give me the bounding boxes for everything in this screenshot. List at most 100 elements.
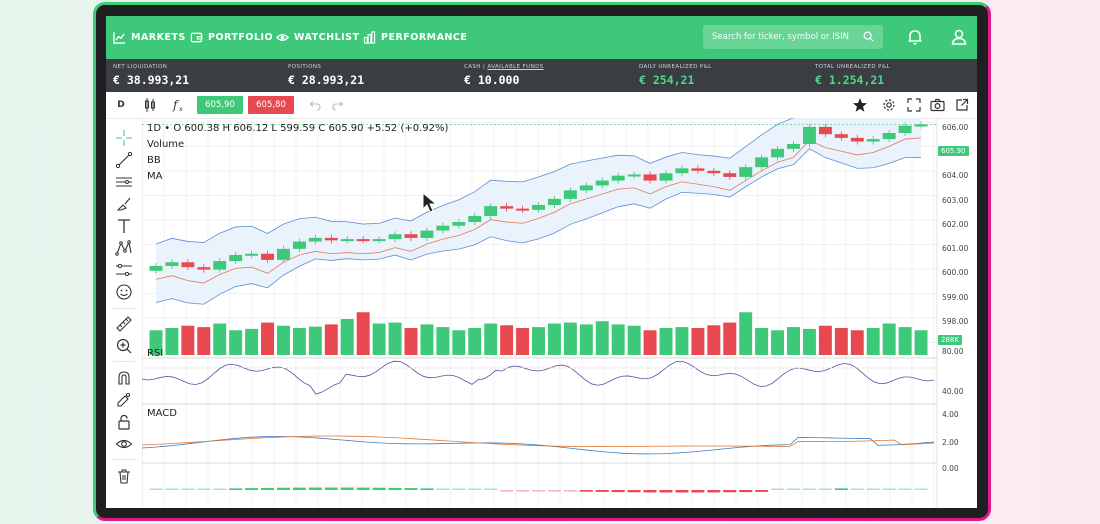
volume-bar xyxy=(802,328,816,355)
stat-label: CASH | AVAILABLE FUNDS xyxy=(464,64,544,70)
drawing-toolbar xyxy=(106,118,143,508)
available-funds-link[interactable]: AVAILABLE FUNDS xyxy=(487,64,544,70)
volume-bar xyxy=(707,325,721,355)
price-chart[interactable] xyxy=(142,118,977,508)
candle xyxy=(675,168,689,174)
visibility-icon[interactable] xyxy=(115,435,133,453)
pattern-icon[interactable] xyxy=(115,239,133,257)
volume-bar xyxy=(834,328,848,355)
macd-histogram-bar xyxy=(787,488,800,490)
settings-icon[interactable] xyxy=(882,96,896,114)
top-nav: MARKETS PORTFOLIO WATCHLIST PERFORMANCE xyxy=(106,16,977,59)
macd-histogram-bar xyxy=(723,490,737,493)
volume-bar xyxy=(755,328,769,355)
volume-bar xyxy=(356,312,370,355)
candle xyxy=(356,239,370,242)
candle xyxy=(181,262,195,268)
text-tool-icon[interactable] xyxy=(115,217,133,235)
candle xyxy=(755,157,769,168)
interval-button[interactable]: D xyxy=(117,100,125,110)
macd-histogram-bar xyxy=(675,490,689,493)
macd-histogram-bar xyxy=(850,488,864,490)
price-axis-label: 598.00 xyxy=(942,317,969,326)
candles-icon[interactable] xyxy=(143,96,157,114)
nav-portfolio-label: PORTFOLIO xyxy=(208,32,274,43)
candle xyxy=(372,239,386,242)
pencil-lock-icon[interactable] xyxy=(115,391,133,409)
price-axis-label: 599.00 xyxy=(942,293,969,302)
ruler-icon[interactable] xyxy=(115,315,133,333)
volume-bar xyxy=(611,324,625,355)
volume-bar xyxy=(563,322,577,355)
candle xyxy=(261,253,275,260)
fullscreen-icon[interactable] xyxy=(907,96,921,114)
nav-markets[interactable]: MARKETS xyxy=(113,16,186,59)
indicator-volume[interactable]: Volume xyxy=(147,139,185,150)
redo-icon[interactable] xyxy=(331,96,345,114)
rsi-axis-label: 80.00 xyxy=(942,347,964,356)
bollinger-lower-line xyxy=(155,148,922,305)
volume-bar xyxy=(165,328,179,355)
stat-label: NET LIQUIDATION xyxy=(113,64,168,70)
lock-icon[interactable] xyxy=(115,413,133,431)
volume-bar xyxy=(372,323,386,355)
macd-histogram-bar xyxy=(181,488,195,490)
buy-price-button[interactable]: 605,90 xyxy=(197,96,243,114)
trend-line-icon[interactable] xyxy=(115,151,133,169)
volume-bar xyxy=(181,325,195,355)
candle xyxy=(643,174,657,181)
nav-watchlist[interactable]: WATCHLIST xyxy=(276,16,359,59)
search-input[interactable] xyxy=(703,31,854,43)
candle xyxy=(213,261,227,270)
volume-bar xyxy=(149,330,163,355)
ohlc-readout: 1D • O 600.38 H 606.12 L 599.59 C 605.90… xyxy=(147,123,449,134)
candle xyxy=(245,253,259,256)
measure-lines-icon[interactable] xyxy=(115,261,133,279)
brush-icon[interactable] xyxy=(115,195,133,213)
macd-histogram-bar xyxy=(659,490,673,493)
macd-histogram-bar xyxy=(547,490,561,492)
volume-bar xyxy=(579,324,593,355)
macd-axis-label: 2.00 xyxy=(942,438,959,447)
candle xyxy=(547,198,561,205)
crosshair-icon[interactable] xyxy=(115,129,133,147)
macd-histogram-bar xyxy=(611,490,625,493)
macd-histogram-bar xyxy=(771,488,785,490)
candle xyxy=(500,206,514,209)
volume-bar xyxy=(882,323,896,355)
volume-bar xyxy=(898,327,912,355)
indicator-bb[interactable]: BB xyxy=(147,155,161,166)
candle xyxy=(771,148,785,158)
user-icon[interactable] xyxy=(950,28,968,46)
candle xyxy=(229,254,243,262)
stat-total-pnl: TOTAL UNREALIZED P&L € 1.254,21 xyxy=(815,64,890,87)
candle xyxy=(452,222,466,226)
macd-line xyxy=(142,436,935,455)
macd-histogram-bar xyxy=(818,488,832,490)
macd-histogram-bar xyxy=(579,490,593,492)
indicator-ma[interactable]: MA xyxy=(147,171,163,182)
volume-bar xyxy=(866,328,880,355)
undo-icon[interactable] xyxy=(308,96,322,114)
sell-price-button[interactable]: 605,80 xyxy=(248,96,294,114)
nav-performance[interactable]: PERFORMANCE xyxy=(363,16,467,59)
tool-divider xyxy=(113,459,135,460)
macd-histogram-bar xyxy=(755,490,769,492)
candle xyxy=(165,262,179,266)
magnet-icon[interactable] xyxy=(115,369,133,387)
share-icon[interactable] xyxy=(955,96,969,114)
bell-icon[interactable] xyxy=(906,28,924,46)
zoom-in-icon[interactable] xyxy=(115,337,133,355)
macd-histogram-bar xyxy=(484,488,498,490)
search-icon[interactable] xyxy=(863,31,874,42)
nav-portfolio[interactable]: PORTFOLIO xyxy=(190,16,273,59)
candle xyxy=(516,208,530,211)
horizontal-lines-icon[interactable] xyxy=(115,173,133,191)
candle xyxy=(818,126,832,135)
star-icon[interactable] xyxy=(852,96,868,114)
price-axis-label: 604.00 xyxy=(942,171,969,180)
trash-icon[interactable] xyxy=(115,467,133,485)
camera-icon[interactable] xyxy=(930,96,945,114)
emoji-icon[interactable] xyxy=(115,283,133,301)
